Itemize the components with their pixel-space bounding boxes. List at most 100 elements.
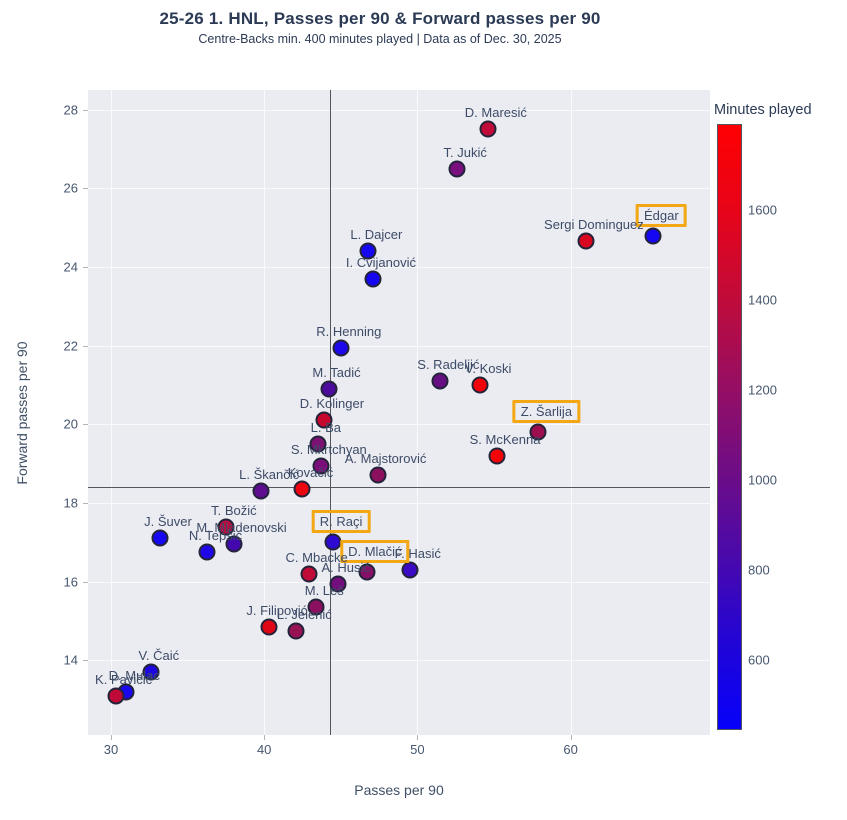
player-label: S. Mkrtchyan [290, 441, 367, 457]
y-tick-label: 22 [63, 338, 78, 354]
x-tick-mark [110, 735, 112, 740]
y-tick-label: 14 [63, 652, 78, 668]
y-tick-mark [83, 266, 88, 268]
player-label-highlighted: R. Raçi [311, 510, 371, 534]
y-gridline [88, 266, 710, 268]
data-point[interactable] [307, 598, 325, 616]
data-point[interactable] [217, 518, 235, 536]
player-label: L. Dajcer [350, 227, 403, 243]
data-point[interactable] [312, 457, 330, 475]
x-tick-mark [570, 735, 572, 740]
player-label: R. Henning [316, 323, 382, 339]
player-label: T. Jukić [443, 144, 487, 160]
y-tick-mark [83, 188, 88, 190]
data-point[interactable] [287, 622, 305, 640]
y-tick-label: 16 [63, 574, 78, 590]
data-point[interactable] [488, 447, 506, 465]
data-point[interactable] [320, 380, 338, 398]
mean-line-horizontal [88, 487, 710, 489]
data-point[interactable] [364, 270, 382, 288]
data-point[interactable] [300, 565, 318, 583]
data-point[interactable] [401, 561, 419, 579]
data-point[interactable] [431, 372, 449, 390]
player-label: S. McKenna [469, 431, 541, 447]
player-label: Kovačić [287, 465, 334, 481]
data-point[interactable] [332, 339, 350, 357]
data-point[interactable] [358, 563, 376, 581]
data-point[interactable] [529, 423, 547, 441]
colorbar-tick-label: 1200 [748, 382, 777, 398]
player-label: N. Tepšić [188, 528, 243, 544]
colorbar-title: Minutes played [714, 102, 812, 118]
data-point[interactable] [324, 533, 342, 551]
colorbar-tick-label: 1400 [748, 292, 777, 308]
player-label-highlighted: D. Mlačić [340, 539, 410, 563]
player-label: J. Šuver [144, 514, 192, 530]
data-point[interactable] [309, 435, 327, 453]
data-point[interactable] [252, 482, 270, 500]
y-tick-label: 20 [63, 416, 78, 432]
colorbar-tick-label: 600 [748, 652, 770, 668]
plot-area[interactable]: D. Maresić T. Jukić Édgar Sergi Dominguez L.… [88, 90, 710, 735]
y-tick-mark [83, 109, 88, 111]
data-point[interactable] [644, 227, 662, 245]
colorbar-tick-label: 1600 [748, 202, 777, 218]
y-tick-mark [83, 345, 88, 347]
player-label: L. Jelenić [276, 606, 332, 622]
data-point[interactable] [329, 575, 347, 593]
player-label: V. Koski [464, 360, 512, 376]
player-label: M. Tadić [312, 364, 361, 380]
player-label: K. Pavičić [95, 671, 153, 687]
y-tick-mark [83, 502, 88, 504]
x-gridline [110, 90, 112, 735]
data-point[interactable] [315, 411, 333, 429]
player-label: D. Kolinger [299, 396, 365, 412]
data-point[interactable] [448, 160, 466, 178]
data-point[interactable] [471, 376, 489, 394]
y-tick-label: 26 [63, 180, 78, 196]
data-point[interactable] [359, 242, 377, 260]
data-point[interactable] [225, 535, 243, 553]
data-point[interactable] [293, 480, 311, 498]
player-label: L. Škančić [239, 467, 300, 483]
colorbar-tick-label: 1000 [748, 472, 777, 488]
y-gridline [88, 345, 710, 347]
player-label: C. Mbacke [285, 549, 348, 565]
player-label: F. Hasić [394, 545, 441, 561]
data-point[interactable] [142, 663, 160, 681]
chart-title: 25-26 1. HNL, Passes per 90 & Forward pa… [159, 9, 601, 28]
player-label: M. Mladenovski [196, 520, 287, 536]
player-label-highlighted: Z. Šarlija [512, 400, 581, 424]
player-label: T. Božić [211, 502, 257, 518]
y-gridline [88, 424, 710, 426]
x-tick-mark [264, 735, 266, 740]
data-point[interactable] [369, 466, 387, 484]
data-point[interactable] [107, 687, 125, 705]
y-tick-label: 18 [63, 495, 78, 511]
data-point[interactable] [151, 529, 169, 547]
player-label: A. Husić [321, 559, 370, 575]
y-gridline [88, 188, 710, 190]
y-tick-mark [83, 581, 88, 583]
data-point[interactable] [479, 120, 497, 138]
y-gridline [88, 581, 710, 583]
colorbar-tick-label: 800 [748, 562, 770, 578]
data-point[interactable] [198, 543, 216, 561]
y-gridline [88, 109, 710, 111]
player-label: A. Majstorović [344, 451, 427, 467]
y-axis-title: Forward passes per 90 [14, 341, 30, 485]
x-gridline [264, 90, 266, 735]
player-label: I. Cvijanović [345, 254, 416, 270]
player-label: J. Filipović [246, 602, 308, 618]
player-label: S. Radeljić [417, 357, 480, 373]
data-point[interactable] [260, 618, 278, 636]
chart-subtitle: Centre-Backs min. 400 minutes played | D… [198, 32, 562, 46]
y-tick-mark [83, 424, 88, 426]
x-tick-label: 40 [256, 742, 272, 757]
player-label: V. Čaić [138, 648, 180, 664]
player-label: D. Mulac [108, 667, 160, 683]
player-label: L. Ba [310, 419, 341, 435]
colorbar [717, 124, 742, 730]
mean-line-vertical [330, 90, 332, 735]
data-point[interactable] [577, 232, 595, 250]
